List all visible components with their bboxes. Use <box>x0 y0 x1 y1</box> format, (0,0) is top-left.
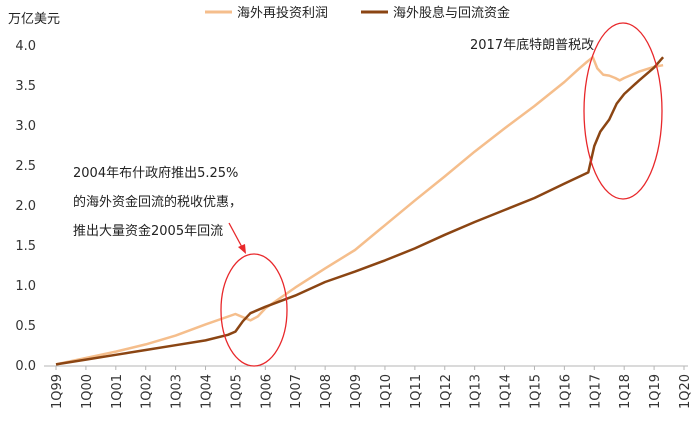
x-axis-ticks: 1Q99 1Q00 1Q01 1Q02 1Q03 1Q04 1Q05 1Q06 1Q07 1Q08… <box>50 366 693 409</box>
x-tick-label: 1Q02 <box>140 374 155 409</box>
x-tick-label: 1Q99 <box>50 374 65 409</box>
y-tick-label: 3.5 <box>15 79 36 94</box>
x-tick-label: 1Q01 <box>110 374 125 409</box>
annotation-2017: 2017年底特朗普税改 <box>470 37 594 53</box>
y-tick-label: 2.5 <box>15 159 36 174</box>
y-tick-label: 2.0 <box>15 199 36 214</box>
x-tick-label: 1Q03 <box>170 374 185 409</box>
highlight-ellipse-2018 <box>583 22 663 200</box>
x-tick-label: 1Q07 <box>289 374 304 409</box>
x-tick-label: 1Q10 <box>379 374 394 409</box>
annotation-2004-line1: 2004年布什政府推出5.25% <box>73 166 238 181</box>
y-axis: 0.0 0.5 1.0 1.5 2.0 2.5 3.0 3.5 4.0 <box>15 39 36 374</box>
x-tick-label: 1Q16 <box>558 374 573 409</box>
x-tick-label: 1Q20 <box>678 374 693 409</box>
x-tick-label: 1Q19 <box>648 374 663 409</box>
annotation-arrow-head <box>238 244 246 254</box>
y-tick-label: 0.0 <box>15 359 36 374</box>
x-tick-label: 1Q04 <box>200 374 215 409</box>
annotation-2004-line3: 推出大量资金2005年回流 <box>73 223 223 239</box>
x-tick-label: 1Q18 <box>618 374 633 409</box>
y-tick-label: 1.5 <box>15 239 36 254</box>
x-tick-label: 1Q15 <box>528 374 543 409</box>
legend-label-reinvested: 海外再投资利润 <box>237 5 328 21</box>
x-tick-label: 1Q17 <box>588 374 603 409</box>
y-tick-label: 4.0 <box>15 39 36 54</box>
annotation-2004-line2: 的海外资金回流的税收优惠， <box>73 194 242 210</box>
series-line-reinvested <box>55 55 664 366</box>
x-tick-label: 1Q00 <box>80 374 95 409</box>
y-axis-label: 万亿美元 <box>8 12 60 27</box>
series-line-dividends <box>55 56 665 366</box>
legend: 海外再投资利润 海外股息与回流资金 <box>205 5 510 21</box>
x-tick-label: 1Q11 <box>409 374 424 409</box>
x-tick-label: 1Q05 <box>229 374 244 409</box>
x-tick-label: 1Q06 <box>259 374 274 409</box>
y-tick-label: 3.0 <box>15 119 36 134</box>
y-tick-label: 1.0 <box>15 279 36 294</box>
y-tick-label: 0.5 <box>15 319 36 334</box>
x-tick-label: 1Q09 <box>349 374 364 409</box>
x-tick-label: 1Q12 <box>439 374 454 409</box>
x-tick-label: 1Q14 <box>499 374 514 409</box>
x-tick-label: 1Q13 <box>469 374 484 409</box>
annotation-arrow <box>228 222 244 250</box>
highlight-ellipse-2005 <box>220 253 288 367</box>
legend-label-dividends: 海外股息与回流资金 <box>393 5 510 21</box>
x-tick-label: 1Q08 <box>319 374 334 409</box>
